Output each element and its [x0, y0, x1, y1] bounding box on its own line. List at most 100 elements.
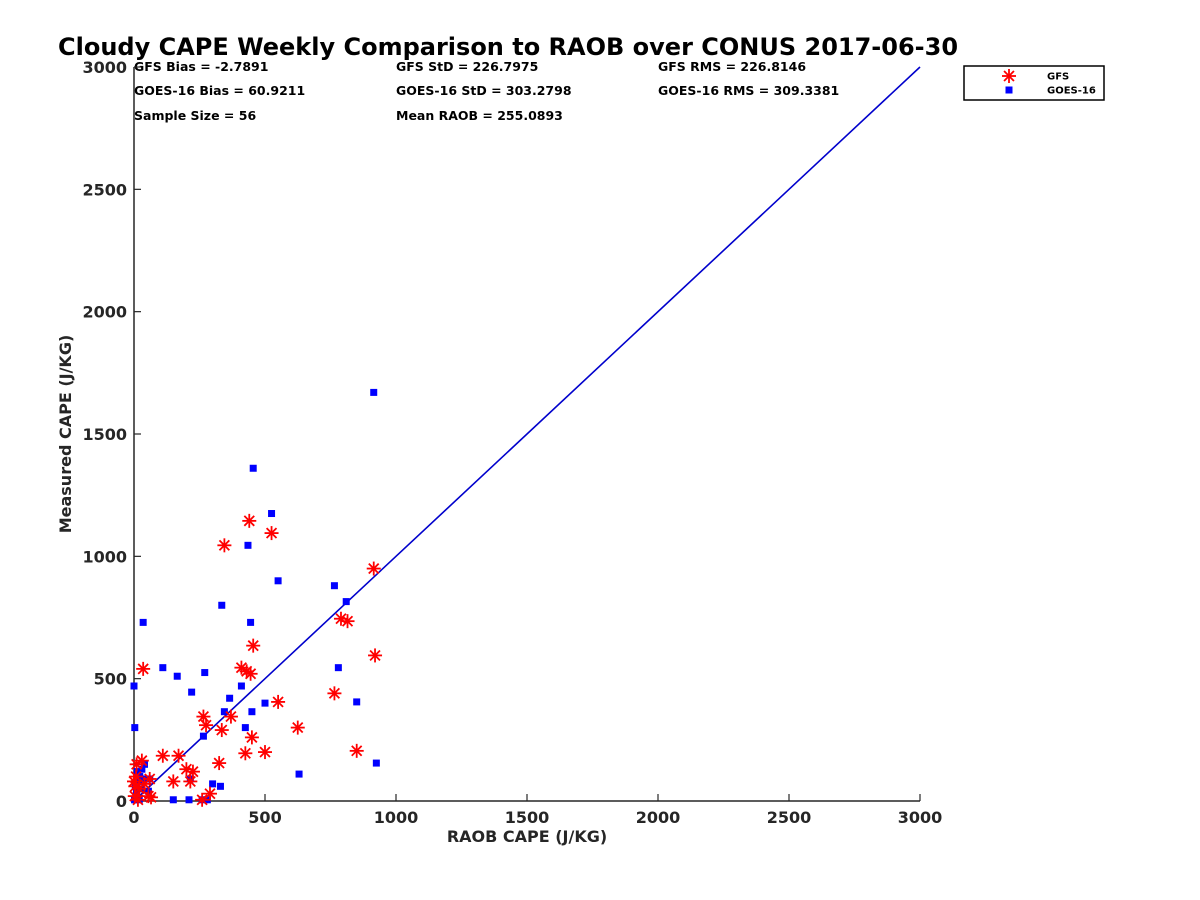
point-gfs — [264, 526, 279, 541]
point-goes16 — [342, 598, 350, 606]
point-goes16 — [330, 582, 338, 590]
point-gfs — [243, 666, 258, 681]
legend-label-gfs: GFS — [1047, 72, 1069, 83]
y-tick-label: 500 — [94, 670, 127, 689]
legend-marker-gfs — [1002, 69, 1016, 83]
point-gfs — [217, 538, 232, 553]
point-gfs — [212, 756, 227, 771]
point-goes16 — [199, 732, 207, 740]
point-goes16 — [295, 770, 303, 778]
point-gfs — [166, 774, 181, 789]
point-goes16 — [138, 765, 146, 773]
point-goes16 — [139, 618, 147, 626]
point-gfs — [136, 661, 151, 676]
point-goes16 — [188, 688, 196, 696]
point-gfs — [246, 638, 261, 653]
point-goes16 — [247, 618, 255, 626]
point-goes16 — [334, 664, 342, 672]
legend-label-goes16: GOES-16 — [1047, 86, 1096, 97]
legend: GFS GOES-16 — [963, 65, 1105, 101]
ticks: 0 500 1000 1500 2000 2500 3000 0 500 1000 1500 2000… — [82, 58, 942, 827]
legend-box — [963, 65, 1105, 101]
point-gfs — [327, 686, 342, 701]
point-gfs — [239, 664, 254, 679]
one-to-one-line — [133, 66, 921, 802]
stat-gfs-rms: GFS RMS = 226.8146 — [658, 59, 806, 74]
point-gfs — [134, 753, 149, 768]
stats-panel: GFS Bias = -2.7891 GFS StD = 226.7975 GF… — [134, 59, 839, 123]
y-axis-label: Measured CAPE (J/KG) — [56, 335, 75, 534]
point-goes16 — [218, 601, 226, 609]
point-gfs — [368, 648, 383, 663]
point-goes16 — [130, 682, 138, 690]
point-goes16 — [249, 464, 257, 472]
chart-title: Cloudy CAPE Weekly Comparison to RAOB ov… — [58, 33, 958, 61]
point-gfs — [130, 792, 145, 807]
y-tick-label: 2500 — [82, 180, 127, 199]
point-gfs — [202, 786, 217, 801]
x-tick-label: 2500 — [767, 808, 812, 827]
x-tick-label: 0 — [128, 808, 139, 827]
point-gfs — [195, 792, 210, 807]
point-goes16 — [244, 541, 252, 549]
stat-sample-size: Sample Size = 56 — [134, 108, 256, 123]
y-tick-label: 2000 — [82, 303, 127, 322]
x-tick-label: 1000 — [374, 808, 419, 827]
point-goes16 — [131, 724, 139, 732]
point-goes16 — [209, 780, 217, 788]
x-tick-label: 1500 — [505, 808, 550, 827]
y-tick-label: 1000 — [82, 547, 127, 566]
stat-gfs-bias: GFS Bias = -2.7891 — [134, 59, 268, 74]
point-goes16 — [274, 577, 282, 585]
point-gfs — [290, 720, 305, 735]
point-gfs — [349, 743, 364, 758]
point-gfs — [366, 561, 381, 576]
data-points — [127, 388, 383, 807]
point-goes16 — [133, 768, 141, 776]
point-goes16 — [216, 782, 224, 790]
x-tick-label: 3000 — [898, 808, 943, 827]
y-tick-label: 0 — [116, 792, 127, 811]
point-gfs — [183, 774, 198, 789]
x-tick-label: 500 — [248, 808, 281, 827]
point-gfs — [185, 764, 200, 779]
legend-marker-goes16 — [1005, 86, 1013, 94]
point-goes16 — [201, 669, 209, 677]
point-gfs — [238, 746, 253, 761]
x-axis-label: RAOB CAPE (J/KG) — [447, 827, 607, 846]
stat-goes16-rms: GOES-16 RMS = 309.3381 — [658, 83, 839, 98]
point-gfs — [171, 748, 186, 763]
stat-gfs-std: GFS StD = 226.7975 — [396, 59, 538, 74]
point-gfs — [142, 771, 157, 786]
point-goes16 — [241, 724, 249, 732]
reference-line-group — [133, 66, 921, 802]
point-goes16 — [185, 796, 193, 804]
point-goes16 — [173, 672, 181, 680]
point-goes16 — [370, 388, 378, 396]
point-goes16 — [353, 698, 361, 706]
point-gfs — [223, 709, 238, 724]
stat-mean-raob: Mean RAOB = 255.0893 — [396, 108, 563, 123]
y-tick-label: 1500 — [82, 425, 127, 444]
y-tick-label: 3000 — [82, 58, 127, 77]
stat-goes16-bias: GOES-16 Bias = 60.9211 — [134, 83, 305, 98]
point-gfs — [242, 513, 257, 528]
point-gfs — [340, 614, 355, 629]
x-tick-label: 2000 — [636, 808, 681, 827]
point-gfs — [144, 790, 159, 805]
point-goes16 — [169, 796, 177, 804]
point-goes16 — [226, 694, 234, 702]
point-goes16 — [159, 664, 167, 672]
point-gfs — [271, 694, 286, 709]
point-gfs — [214, 723, 229, 738]
point-goes16 — [261, 699, 269, 707]
point-goes16 — [220, 708, 228, 716]
point-gfs — [258, 745, 272, 760]
point-goes16 — [237, 682, 245, 690]
point-goes16 — [248, 708, 256, 716]
stat-goes16-std: GOES-16 StD = 303.2798 — [396, 83, 572, 98]
point-goes16 — [372, 759, 380, 767]
point-goes16 — [268, 510, 276, 518]
point-gfs — [244, 730, 259, 745]
